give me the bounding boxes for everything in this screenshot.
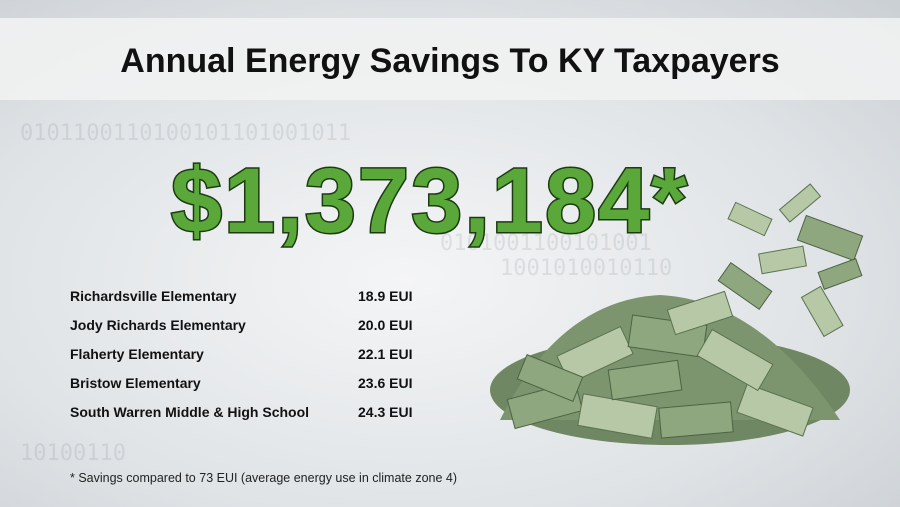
school-name: Richardsville Elementary	[70, 288, 237, 304]
school-eui: 22.1 EUI	[358, 346, 412, 362]
svg-text:10100110: 10100110	[20, 441, 126, 466]
school-eui: 24.3 EUI	[358, 404, 412, 420]
school-eui: 20.0 EUI	[358, 317, 412, 333]
school-eui: 23.6 EUI	[358, 375, 412, 391]
title-band	[0, 18, 900, 100]
savings-amount: $1,373,184*	[171, 150, 689, 252]
school-name: Bristow Elementary	[70, 375, 201, 391]
school-name: Flaherty Elementary	[70, 346, 204, 362]
svg-text:1001010010110: 1001010010110	[500, 256, 672, 281]
school-name: Jody Richards Elementary	[70, 317, 246, 333]
svg-text:0101001100101001: 0101001100101001	[440, 231, 652, 256]
slide-title: Annual Energy Savings To KY Taxpayers	[120, 42, 779, 80]
binary-texture: 0101100110100101101001011 01010011001010…	[20, 121, 672, 466]
school-eui: 18.9 EUI	[358, 288, 412, 304]
footnote: * Savings compared to 73 EUI (average en…	[70, 471, 457, 485]
school-list: Richardsville Elementary 18.9 EUI Jody Ric…	[70, 288, 412, 420]
school-name: South Warren Middle & High School	[70, 404, 309, 420]
svg-text:0101100110100101101001011: 0101100110100101101001011	[20, 121, 351, 146]
money-pile	[490, 183, 864, 445]
